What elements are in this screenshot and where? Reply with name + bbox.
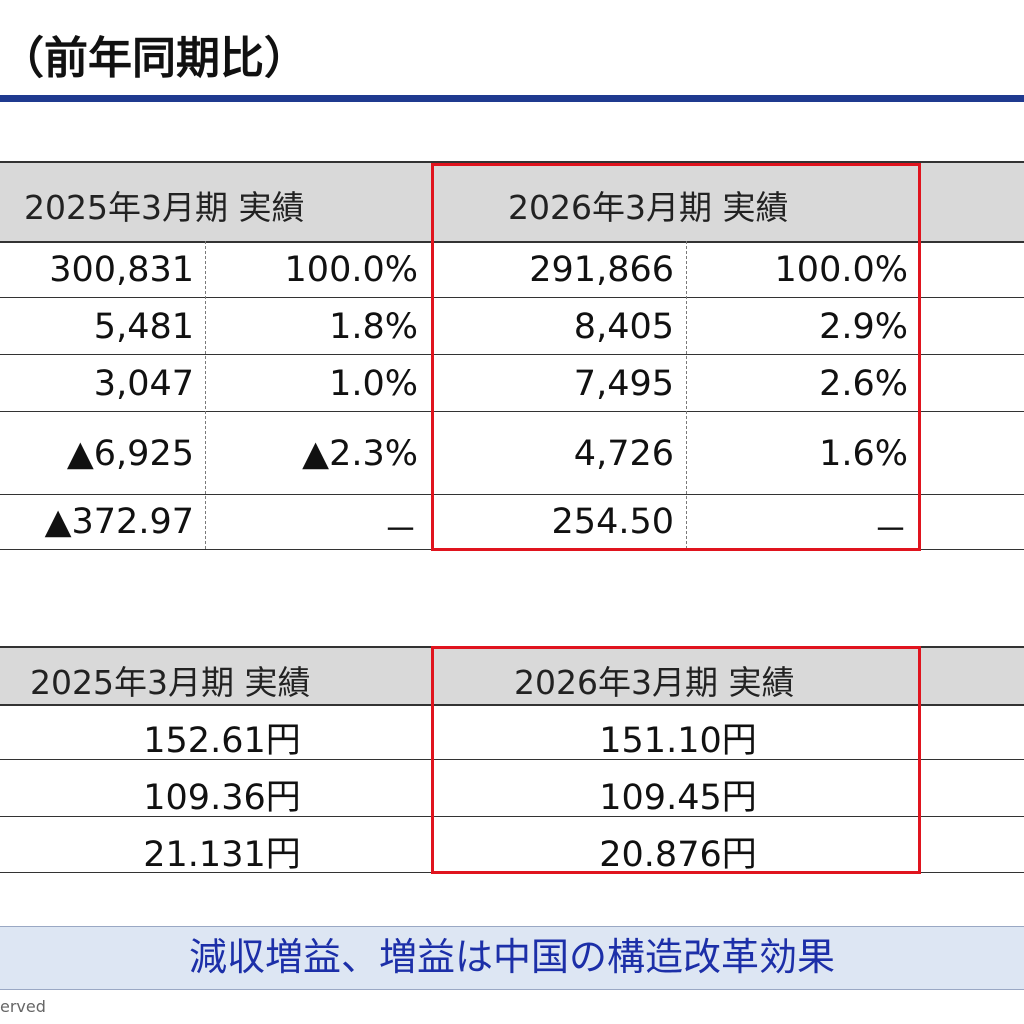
page-title: （前年同期比）	[0, 33, 308, 84]
column-divider	[686, 241, 687, 549]
prev-ratio: －	[382, 511, 418, 551]
current-year-highlight-box	[431, 646, 921, 874]
prev-ratio: 1.8%	[329, 307, 418, 347]
row-divider	[0, 411, 1024, 412]
header-current-year: 2026年3月期 実績	[508, 188, 789, 227]
prev-value: ▲6,925	[66, 434, 194, 474]
copyright-text: erved	[0, 997, 46, 1016]
curr-ratio: 2.9%	[819, 307, 908, 347]
prev-rate: 152.61円	[143, 721, 301, 761]
row-divider	[0, 297, 1024, 298]
row-divider	[0, 494, 1024, 495]
prev-value: 300,831	[49, 250, 194, 290]
curr-value: 291,866	[529, 250, 674, 290]
current-year-highlight-box	[431, 163, 921, 551]
curr-ratio: 1.6%	[819, 434, 908, 474]
header-prev-year: 2025年3月期 実績	[24, 188, 305, 227]
prev-value: 3,047	[93, 364, 194, 404]
curr-rate: 151.10円	[599, 721, 757, 761]
prev-rate: 21.131円	[143, 835, 301, 875]
header-prev-year: 2025年3月期 実績	[30, 663, 311, 702]
curr-ratio: －	[872, 511, 908, 551]
curr-value: 254.50	[551, 502, 674, 542]
prev-ratio: 100.0%	[284, 250, 418, 290]
curr-value: 8,405	[573, 307, 674, 347]
row-divider	[0, 759, 1024, 760]
prev-ratio: 1.0%	[329, 364, 418, 404]
curr-rate: 109.45円	[599, 778, 757, 818]
curr-ratio: 100.0%	[774, 250, 908, 290]
row-divider	[0, 816, 1024, 817]
title-underline-bar	[0, 95, 1024, 102]
header-current-year: 2026年3月期 実績	[514, 663, 795, 702]
curr-value: 7,495	[573, 364, 674, 404]
summary-band	[0, 926, 1024, 990]
prev-value: ▲372.97	[44, 502, 194, 542]
prev-ratio: ▲2.3%	[302, 434, 418, 474]
curr-value: 4,726	[573, 434, 674, 474]
curr-ratio: 2.6%	[819, 364, 908, 404]
prev-rate: 109.36円	[143, 778, 301, 818]
row-divider	[0, 354, 1024, 355]
table-header-row	[0, 161, 1024, 243]
prev-value: 5,481	[93, 307, 194, 347]
column-divider	[205, 241, 206, 549]
curr-rate: 20.876円	[599, 835, 757, 875]
summary-text: 減収増益、増益は中国の構造改革効果	[188, 935, 835, 979]
